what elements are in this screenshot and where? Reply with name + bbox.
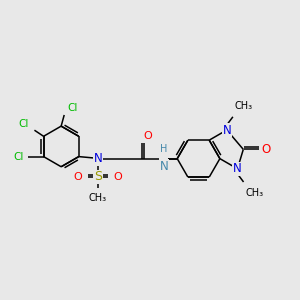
- Text: Cl: Cl: [19, 119, 29, 129]
- Text: N: N: [222, 124, 231, 136]
- Text: CH₃: CH₃: [245, 188, 263, 198]
- Text: N: N: [160, 160, 168, 172]
- Text: CH₃: CH₃: [234, 101, 253, 111]
- Text: O: O: [74, 172, 82, 182]
- Text: H: H: [160, 144, 168, 154]
- Text: N: N: [233, 162, 242, 175]
- Text: Cl: Cl: [68, 103, 78, 113]
- Text: S: S: [94, 170, 102, 183]
- Text: O: O: [144, 131, 152, 141]
- Text: O: O: [262, 143, 271, 156]
- Text: CH₃: CH₃: [89, 193, 107, 203]
- Text: Cl: Cl: [13, 152, 23, 162]
- Text: O: O: [114, 172, 122, 182]
- Text: N: N: [94, 152, 102, 165]
